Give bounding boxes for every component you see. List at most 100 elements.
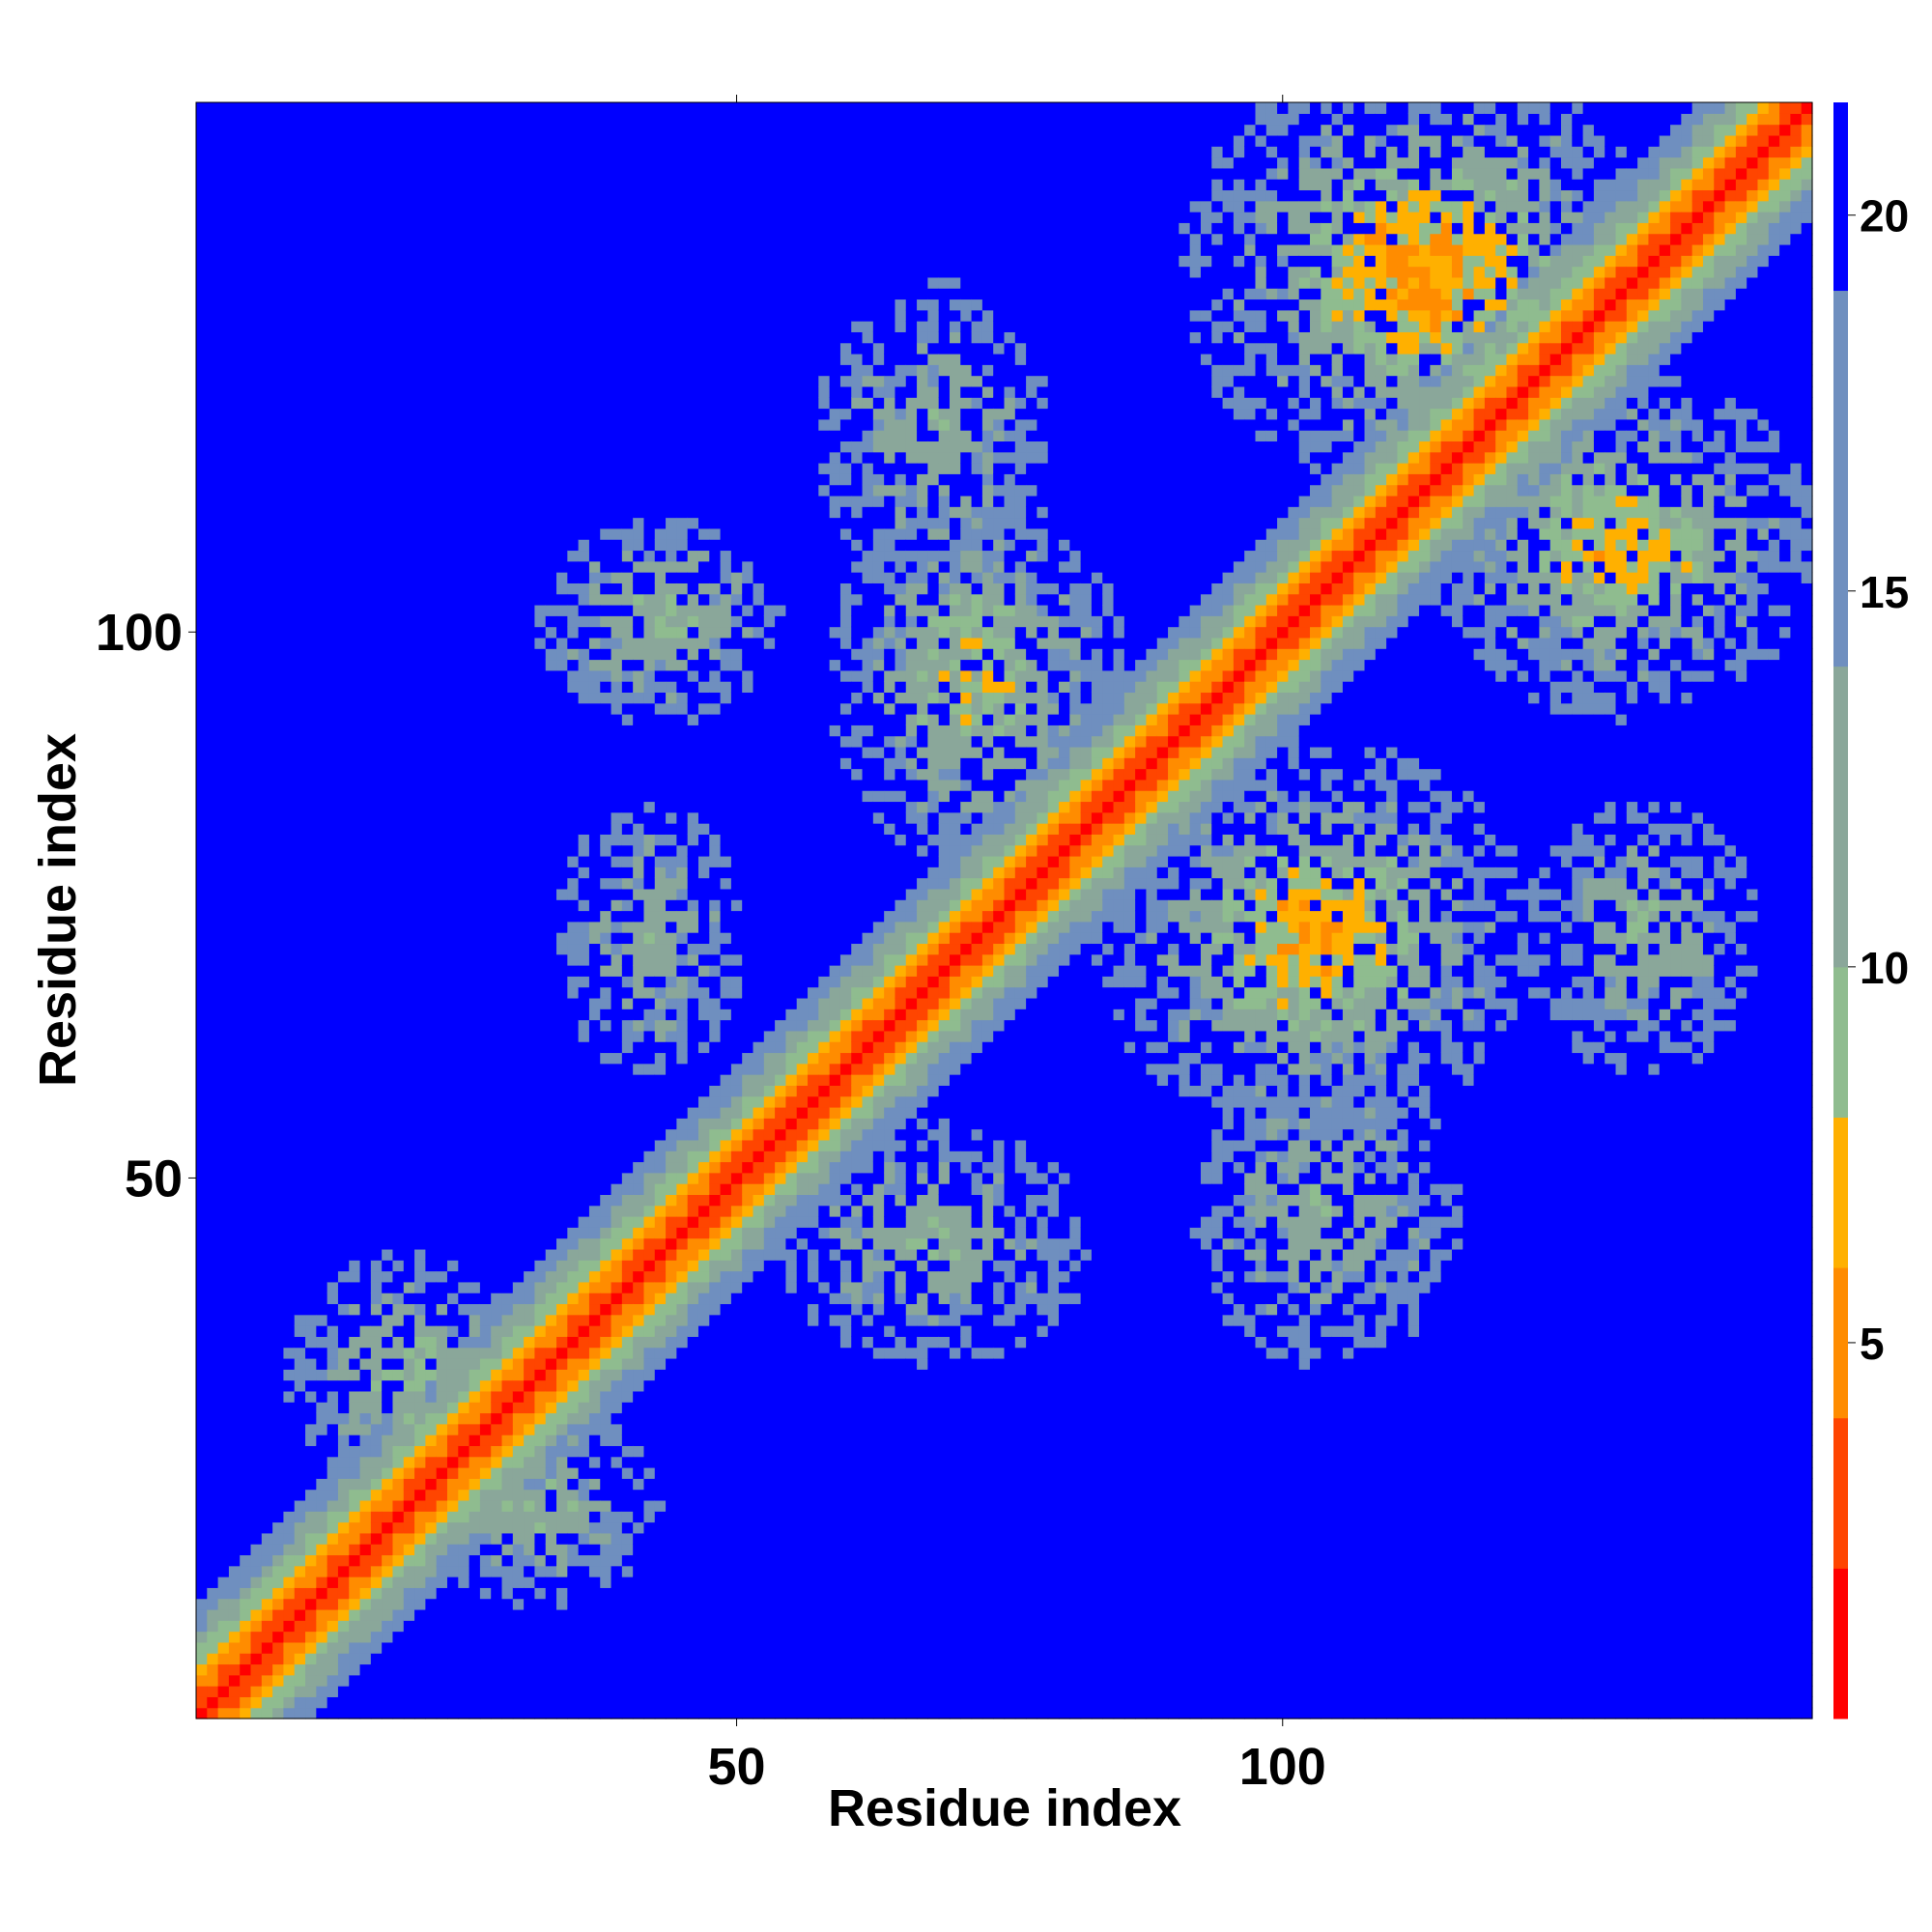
heatmap-cell: [382, 714, 393, 725]
heatmap-cell: [305, 1478, 317, 1490]
heatmap-cell: [283, 1009, 295, 1020]
heatmap-cell: [349, 932, 360, 944]
heatmap-cell: [502, 769, 514, 781]
heatmap-cell: [207, 102, 218, 114]
heatmap-cell: [196, 1490, 208, 1501]
heatmap-cell: [251, 386, 263, 398]
heatmap-cell: [360, 1424, 372, 1435]
heatmap-cell: [262, 736, 273, 748]
heatmap-cell: [338, 409, 350, 420]
heatmap-cell: [295, 1620, 306, 1632]
heatmap-cell: [392, 1173, 404, 1184]
heatmap-cell: [316, 1031, 327, 1042]
heatmap-cell: [305, 364, 317, 376]
heatmap-cell: [338, 747, 350, 758]
heatmap-cell: [316, 1708, 327, 1719]
heatmap-cell: [196, 473, 208, 485]
heatmap-cell: [414, 146, 426, 157]
heatmap-cell: [360, 987, 372, 999]
heatmap-cell: [338, 1577, 350, 1588]
heatmap-cell: [240, 1282, 251, 1293]
heatmap-cell: [251, 660, 263, 671]
heatmap-cell: [491, 780, 502, 791]
heatmap-cell: [546, 1074, 557, 1086]
heatmap-cell: [349, 1064, 360, 1075]
heatmap-cell: [414, 790, 426, 802]
heatmap-cell: [534, 1402, 546, 1413]
heatmap-cell: [480, 528, 492, 540]
heatmap-cell: [458, 1424, 469, 1435]
heatmap-cell: [251, 1620, 263, 1632]
heatmap-cell: [218, 288, 230, 299]
heatmap-cell: [338, 1096, 350, 1108]
heatmap-cell: [458, 419, 469, 431]
heatmap-cell: [272, 757, 284, 769]
heatmap-cell: [546, 1282, 557, 1293]
heatmap-cell: [502, 1161, 514, 1173]
heatmap-cell: [295, 801, 306, 812]
heatmap-cell: [513, 1194, 525, 1206]
heatmap-cell: [272, 354, 284, 365]
heatmap-cell: [283, 812, 295, 824]
heatmap-cell: [349, 409, 360, 420]
heatmap-cell: [425, 780, 437, 791]
heatmap-cell: [371, 1696, 383, 1708]
heatmap-cell: [458, 1096, 469, 1108]
heatmap-cell: [360, 1118, 372, 1129]
heatmap-cell: [196, 1511, 208, 1522]
heatmap-cell: [360, 1216, 372, 1228]
heatmap-cell: [491, 222, 502, 234]
heatmap-cell: [196, 1206, 208, 1217]
heatmap-cell: [305, 430, 317, 441]
heatmap-cell: [207, 168, 218, 180]
heatmap-cell: [447, 1227, 459, 1238]
heatmap-cell: [262, 856, 273, 867]
heatmap-cell: [240, 1632, 251, 1643]
heatmap-cell: [458, 1151, 469, 1162]
heatmap-cell: [392, 1457, 404, 1468]
heatmap-cell: [392, 1118, 404, 1129]
heatmap-cell: [425, 1271, 437, 1283]
heatmap-cell: [327, 724, 339, 736]
heatmap-cell: [327, 288, 339, 299]
heatmap-cell: [305, 1009, 317, 1020]
heatmap-cell: [382, 234, 393, 245]
heatmap-cell: [262, 1129, 273, 1141]
heatmap-cell: [513, 1140, 525, 1151]
heatmap-cell: [458, 769, 469, 781]
heatmap-cell: [283, 594, 295, 606]
heatmap-cell: [240, 1074, 251, 1086]
heatmap-cell: [546, 1271, 557, 1283]
heatmap-cell: [458, 660, 469, 671]
heatmap-cell: [371, 234, 383, 245]
heatmap-cell: [262, 899, 273, 911]
heatmap-cell: [546, 922, 557, 933]
heatmap-cell: [327, 518, 339, 529]
heatmap-cell: [414, 780, 426, 791]
heatmap-cell: [338, 1140, 350, 1151]
heatmap-cell: [327, 812, 339, 824]
heatmap-cell: [382, 615, 393, 627]
heatmap-cell: [414, 582, 426, 594]
heatmap-cell: [524, 1675, 535, 1687]
heatmap-cell: [524, 1457, 535, 1468]
heatmap-cell: [240, 234, 251, 245]
heatmap-cell: [272, 1457, 284, 1468]
heatmap-cell: [218, 922, 230, 933]
heatmap-cell: [316, 1663, 327, 1675]
heatmap-cell: [251, 277, 263, 289]
heatmap-cell: [272, 856, 284, 867]
heatmap-cell: [425, 343, 437, 355]
heatmap-cell: [491, 724, 502, 736]
heatmap-cell: [207, 1424, 218, 1435]
heatmap-cell: [414, 1467, 426, 1479]
heatmap-cell: [382, 1500, 393, 1512]
heatmap-cell: [513, 1587, 525, 1599]
heatmap-cell: [316, 201, 327, 213]
heatmap-cell: [262, 1708, 273, 1719]
heatmap-cell: [447, 125, 459, 136]
heatmap-cell: [229, 1173, 241, 1184]
heatmap-cell: [502, 932, 514, 944]
heatmap-cell: [240, 440, 251, 452]
heatmap-cell: [338, 1490, 350, 1501]
